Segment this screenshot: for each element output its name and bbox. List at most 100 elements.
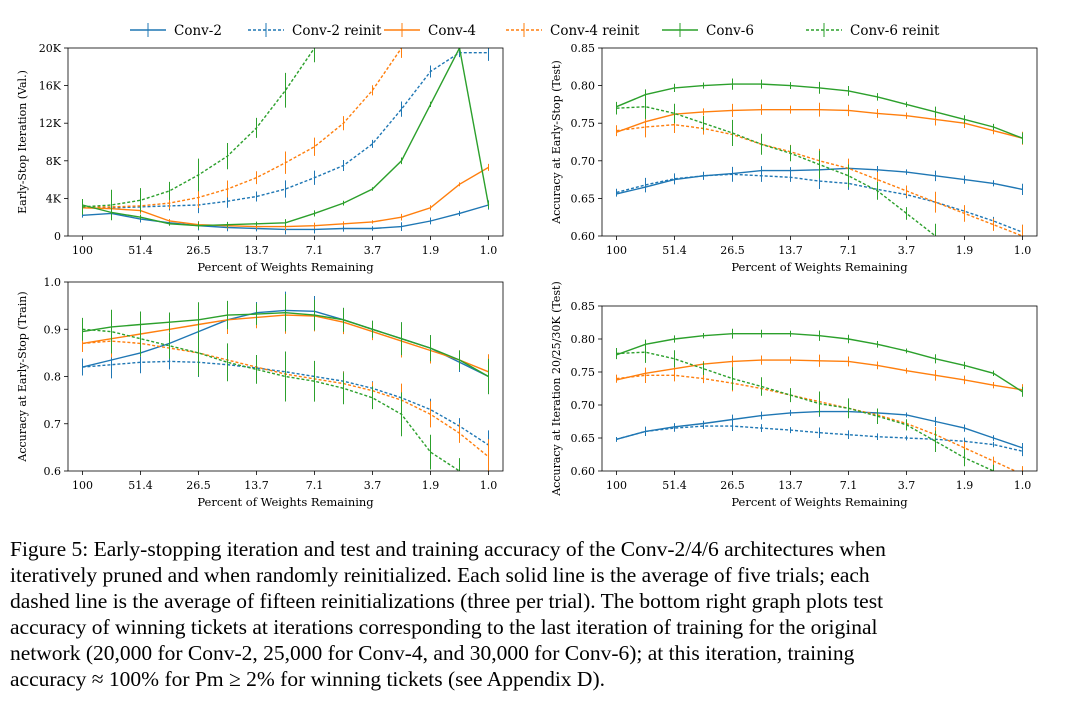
x-tick-label: 100 <box>606 244 627 257</box>
y-tick-label: 8K <box>46 155 62 168</box>
x-tick-label: 3.7 <box>364 244 382 257</box>
y-tick-label: 0.80 <box>571 333 596 346</box>
x-tick-label: 1.9 <box>956 244 974 257</box>
x-tick-label: 7.1 <box>840 244 858 257</box>
figure: Conv-2 Conv-2 reinit Conv-4 Conv-4 reinit Co… <box>16 23 1038 509</box>
y-axis-label: Accuracy at Early-Stop (Test) <box>550 60 563 225</box>
axes-frame <box>601 305 1038 472</box>
x-tick-label: 13.7 <box>778 244 803 257</box>
x-axis-label: Percent of Weights Remaining <box>197 260 374 274</box>
panel-test-accuracy-early-stop: 100 51.4 26.5 13.7 7.1 3.7 1.9 1.0 0.60 0.65 0.70 0… <box>550 42 1038 274</box>
x-tick-label: 100 <box>72 479 93 492</box>
x-tick-label: 1.0 <box>1014 479 1032 492</box>
legend-label: Conv-2 <box>174 23 222 39</box>
series-line <box>616 351 994 471</box>
x-tick-label: 100 <box>606 479 627 492</box>
series-line <box>82 328 460 471</box>
y-tick-label: 0.60 <box>571 465 596 478</box>
series-group <box>82 291 489 471</box>
legend-item: Conv-6 <box>662 23 754 39</box>
x-tick-label: 51.4 <box>128 244 153 257</box>
y-tick-label: 0.65 <box>571 432 596 445</box>
x-axis-label: Percent of Weights Remaining <box>731 495 908 509</box>
x-tick-label: 1.9 <box>422 244 440 257</box>
x-tick-label: 1.0 <box>480 479 498 492</box>
y-tick-label: 12K <box>39 117 62 130</box>
y-tick-label: 0 <box>54 230 61 243</box>
y-tick-label: 0.8 <box>44 371 62 384</box>
caption-line: dashed line is the average of fifteen re… <box>10 589 884 613</box>
x-tick-label: 51.4 <box>128 479 153 492</box>
x-tick-label: 51.4 <box>662 479 687 492</box>
series-group <box>616 328 1023 471</box>
x-tick-label: 7.1 <box>840 479 858 492</box>
y-axis-label: Accuracy at Early-Stop (Train) <box>16 291 29 462</box>
legend-label: Conv-6 reinit <box>850 23 940 39</box>
series-line <box>616 105 936 236</box>
x-tick-label: 3.7 <box>898 479 916 492</box>
axes-frame <box>601 47 1038 237</box>
x-tick-label: 100 <box>72 244 93 257</box>
x-tick-label: 1.9 <box>422 479 440 492</box>
series-line <box>616 123 1023 236</box>
x-tick-label: 26.5 <box>186 244 211 257</box>
panel-test-accuracy-final-iteration: 100 51.4 26.5 13.7 7.1 3.7 1.9 1.0 0.60 0.65 0.70 0… <box>550 281 1038 509</box>
y-tick-label: 0.65 <box>571 192 596 205</box>
legend-item: Conv-4 reinit <box>506 23 640 39</box>
series-line <box>82 48 403 208</box>
x-tick-label: 26.5 <box>720 479 745 492</box>
x-tick-label: 1.0 <box>480 244 498 257</box>
legend-item: Conv-6 reinit <box>806 23 940 39</box>
y-tick-label: 0.75 <box>571 117 596 130</box>
x-tick-label: 3.7 <box>364 479 382 492</box>
y-tick-label: 0.85 <box>571 42 596 55</box>
panel-train-accuracy-early-stop: 100 51.4 26.5 13.7 7.1 3.7 1.9 1.0 0.6 0.7 0.8 0.9 1… <box>16 276 504 509</box>
legend-item: Conv-4 <box>384 23 476 39</box>
x-tick-label: 26.5 <box>186 479 211 492</box>
y-tick-label: 0.7 <box>44 418 62 431</box>
series-line <box>616 374 1017 471</box>
series-line <box>82 360 489 446</box>
caption-line: accuracy of winning tickets at iteration… <box>10 615 878 639</box>
caption-line: accuracy ≈ 100% for Pm ≥ 2% for winning … <box>10 667 605 691</box>
x-tick-label: 1.0 <box>1014 244 1032 257</box>
x-tick-label: 3.7 <box>898 244 916 257</box>
x-tick-label: 7.1 <box>306 244 324 257</box>
x-axis-label: Percent of Weights Remaining <box>731 260 908 274</box>
y-tick-label: 0.70 <box>571 155 596 168</box>
x-tick-label: 51.4 <box>662 244 687 257</box>
series-line <box>82 52 489 209</box>
y-tick-label: 0.6 <box>44 465 62 478</box>
y-tick-label: 0.75 <box>571 366 596 379</box>
legend-label: Conv-6 <box>706 23 754 39</box>
y-tick-label: 0.60 <box>571 230 596 243</box>
y-axis-label: Early-Stop Iteration (Val.) <box>16 70 29 214</box>
caption-line: Figure 5: Early-stopping iteration and t… <box>10 537 886 561</box>
x-tick-label: 13.7 <box>244 244 269 257</box>
legend-label: Conv-4 reinit <box>550 23 640 39</box>
x-axis-label: Percent of Weights Remaining <box>197 495 374 509</box>
x-tick-label: 26.5 <box>720 244 745 257</box>
y-tick-label: 0.9 <box>44 323 62 336</box>
y-tick-label: 20K <box>39 42 62 55</box>
figure-caption: Figure 5: Early-stopping iteration and t… <box>10 536 1068 692</box>
legend: Conv-2 Conv-2 reinit Conv-4 Conv-4 reinit Co… <box>130 23 940 39</box>
x-tick-label: 1.9 <box>956 479 974 492</box>
series-group <box>82 48 490 235</box>
y-tick-label: 1.0 <box>44 276 62 289</box>
caption-line: network (20,000 for Conv-2, 25,000 for C… <box>10 641 855 665</box>
series-group <box>616 78 1023 236</box>
x-tick-label: 7.1 <box>306 479 324 492</box>
legend-item: Conv-2 reinit <box>248 23 382 39</box>
x-tick-label: 13.7 <box>778 479 803 492</box>
y-axis-label: Accuracy at Iteration 20/25/30K (Test) <box>550 281 563 497</box>
caption-line: iteratively pruned and when randomly rei… <box>10 563 870 587</box>
legend-label: Conv-4 <box>428 23 476 39</box>
y-tick-label: 0.85 <box>571 300 596 313</box>
x-tick-label: 13.7 <box>244 479 269 492</box>
series-line <box>616 425 1023 452</box>
y-tick-label: 16K <box>39 80 62 93</box>
legend-label: Conv-2 reinit <box>292 23 382 39</box>
y-tick-label: 4K <box>46 192 62 205</box>
axes-frame <box>67 47 504 237</box>
